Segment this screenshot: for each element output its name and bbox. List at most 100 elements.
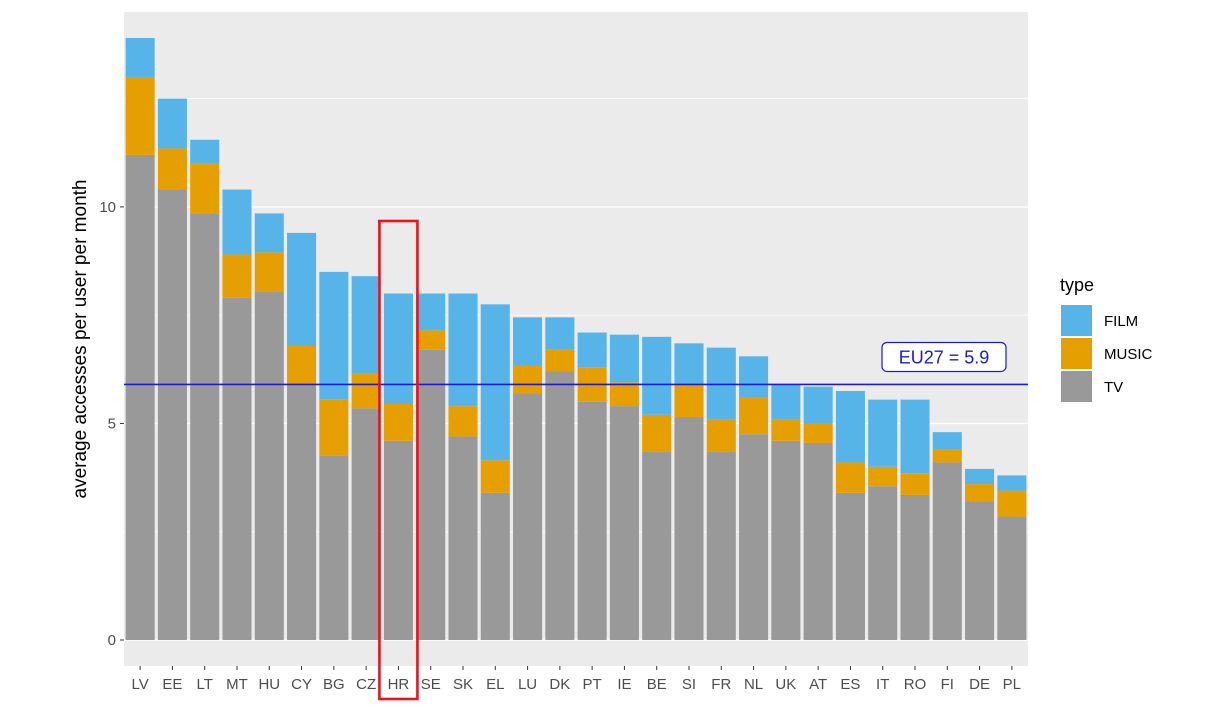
bar-dk-film bbox=[545, 317, 575, 350]
bar-cz-film bbox=[351, 276, 381, 374]
bar-be-film bbox=[642, 336, 672, 415]
bar-es-film bbox=[835, 390, 865, 463]
bar-de-music bbox=[965, 484, 995, 502]
bar-dk-music bbox=[545, 349, 575, 372]
bar-sk-music bbox=[448, 406, 478, 437]
legend-key-tv bbox=[1061, 371, 1092, 402]
bar-be-tv bbox=[642, 451, 672, 641]
bar-fr-film bbox=[706, 347, 736, 420]
y-tick-label: 5 bbox=[108, 415, 116, 432]
bar-el-film bbox=[480, 304, 510, 461]
eu27-label-box bbox=[881, 341, 1007, 373]
bar-ro-music bbox=[900, 473, 930, 495]
bar-at-film bbox=[803, 386, 833, 424]
x-tick-label-lv: LV bbox=[132, 676, 149, 693]
bar-ee-music bbox=[157, 148, 187, 190]
bar-cy-tv bbox=[287, 384, 317, 641]
bar-nl-film bbox=[739, 356, 769, 398]
bar-pl-film bbox=[997, 475, 1027, 491]
bar-lu-music bbox=[513, 364, 543, 394]
bar-si-film bbox=[674, 343, 704, 385]
bar-sk-film bbox=[448, 293, 478, 407]
bar-sk-tv bbox=[448, 436, 478, 641]
x-tick-label-fr: FR bbox=[711, 676, 731, 693]
bar-ee-tv bbox=[157, 189, 187, 641]
reference-line-group: EU27 = 5.9 bbox=[124, 341, 1028, 386]
x-tick-label-be: BE bbox=[647, 676, 667, 693]
x-tick-label-se: SE bbox=[421, 676, 441, 693]
bar-lv-tv bbox=[125, 154, 155, 641]
x-tick-label-cy: CY bbox=[291, 676, 312, 693]
bar-at-tv bbox=[803, 442, 833, 641]
x-tick-label-ee: EE bbox=[162, 676, 182, 693]
bar-fr-music bbox=[706, 419, 736, 452]
bar-bg-music bbox=[319, 399, 349, 456]
bar-ie-music bbox=[609, 382, 639, 407]
bar-se-film bbox=[416, 293, 446, 331]
bar-si-tv bbox=[674, 416, 704, 641]
bar-lu-tv bbox=[513, 393, 543, 641]
bar-lt-music bbox=[190, 163, 220, 214]
legend-label-film: FILM bbox=[1104, 313, 1138, 330]
x-tick-label-si: SI bbox=[682, 676, 696, 693]
bar-mt-music bbox=[222, 254, 252, 298]
bar-si-music bbox=[674, 384, 704, 417]
bar-el-tv bbox=[480, 492, 510, 641]
bar-lt-film bbox=[190, 139, 220, 164]
y-axis-title: average accesses per user per month bbox=[70, 180, 91, 499]
bar-pt-tv bbox=[577, 401, 607, 641]
bar-pl-music bbox=[997, 490, 1027, 517]
bar-lt-tv bbox=[190, 213, 220, 641]
bar-cy-music bbox=[287, 345, 317, 385]
bar-hr-tv bbox=[383, 440, 413, 641]
bar-lv-music bbox=[125, 76, 155, 155]
bar-ie-tv bbox=[609, 406, 639, 641]
x-tick-label-lu: LU bbox=[518, 676, 537, 693]
bar-bg-film bbox=[319, 271, 349, 400]
bar-es-music bbox=[835, 462, 865, 493]
x-tick-label-it: IT bbox=[876, 676, 889, 693]
legend-key-film bbox=[1061, 305, 1092, 336]
bar-fr-tv bbox=[706, 451, 736, 641]
bar-ie-film bbox=[609, 334, 639, 383]
x-tick-label-pl: PL bbox=[1003, 676, 1021, 693]
bar-se-tv bbox=[416, 349, 446, 641]
bar-pl-tv bbox=[997, 516, 1027, 641]
highlight-group bbox=[378, 219, 419, 701]
bar-ro-tv bbox=[900, 494, 930, 641]
bar-mt-tv bbox=[222, 297, 252, 641]
bar-it-music bbox=[868, 466, 898, 487]
bar-cz-music bbox=[351, 373, 381, 409]
x-tick-label-mt: MT bbox=[226, 676, 248, 693]
y-tick-label: 0 bbox=[108, 632, 116, 649]
bar-hr-film bbox=[383, 293, 413, 404]
legend-title: type bbox=[1060, 275, 1094, 295]
bar-hu-music bbox=[254, 252, 284, 292]
bar-fi-tv bbox=[932, 462, 962, 641]
x-tick-label-hr: HR bbox=[388, 676, 410, 693]
highlight-box-hr bbox=[378, 219, 419, 701]
x-tick-label-es: ES bbox=[840, 676, 860, 693]
bar-fi-music bbox=[932, 449, 962, 463]
x-tick-label-bg: BG bbox=[323, 676, 345, 693]
x-tick-label-at: AT bbox=[809, 676, 827, 693]
eu27-label: EU27 = 5.9 bbox=[899, 347, 990, 367]
y-tick-label: 10 bbox=[99, 199, 116, 216]
bar-nl-music bbox=[739, 397, 769, 435]
legend: type FILM MUSIC TV bbox=[1060, 275, 1153, 402]
bar-it-film bbox=[868, 399, 898, 467]
bar-el-music bbox=[480, 460, 510, 493]
bar-de-film bbox=[965, 468, 995, 485]
legend-label-music: MUSIC bbox=[1104, 346, 1153, 363]
bar-fi-film bbox=[932, 432, 962, 450]
bar-ro-film bbox=[900, 399, 930, 474]
x-tick-label-ie: IE bbox=[617, 676, 631, 693]
bars bbox=[125, 37, 1027, 641]
bar-be-music bbox=[642, 414, 672, 452]
legend-label-tv: TV bbox=[1104, 379, 1123, 396]
bar-hu-film bbox=[254, 213, 284, 253]
bar-at-music bbox=[803, 423, 833, 443]
x-tick-label-ro: RO bbox=[904, 676, 927, 693]
y-axis: 0 5 10 bbox=[99, 199, 124, 649]
